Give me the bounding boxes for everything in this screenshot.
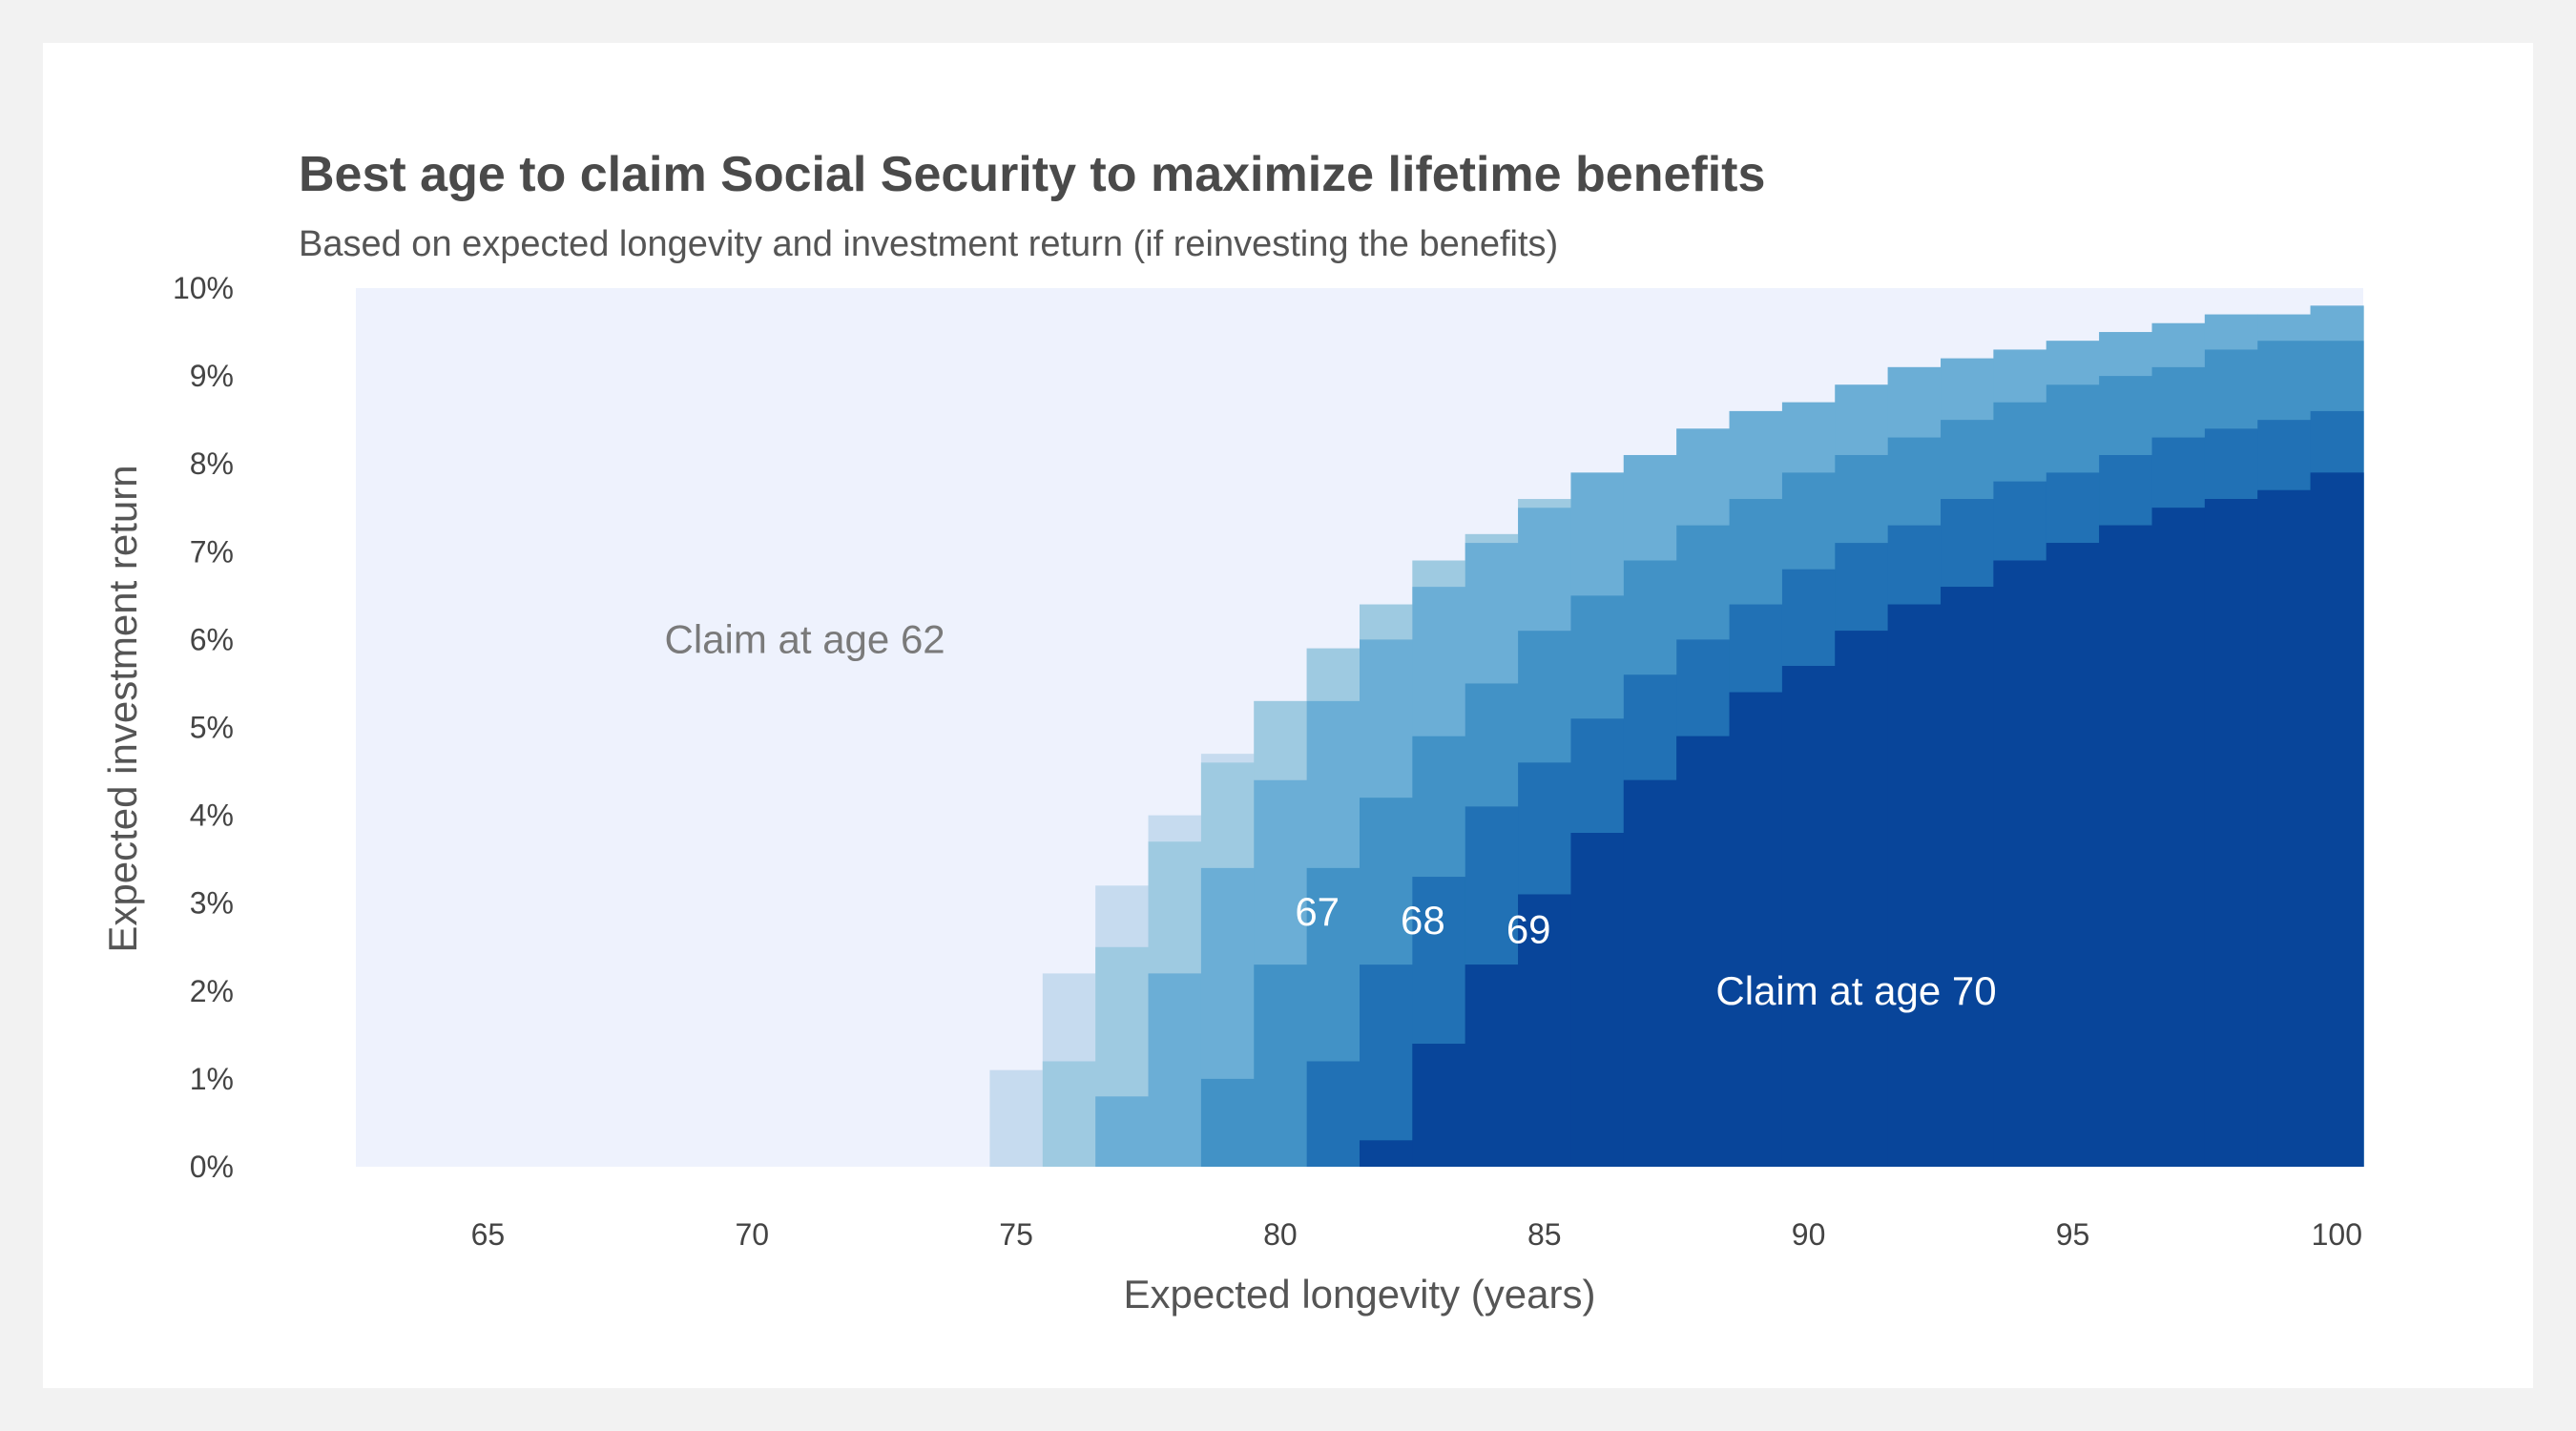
- region-label: Claim at age 62: [665, 616, 945, 661]
- region-label: 69: [1506, 906, 1551, 951]
- heatmap-cell: [1887, 604, 1942, 1167]
- y-tick-label: 3%: [190, 886, 234, 921]
- heatmap-cell: [1042, 1061, 1096, 1167]
- y-tick-label: 4%: [190, 798, 234, 833]
- y-tick-label: 2%: [190, 974, 234, 1008]
- heatmap-cell: [1465, 964, 1519, 1167]
- heatmap-cell: [1360, 964, 1413, 1167]
- heatmap-cell: [1148, 973, 1202, 1167]
- heatmap-cell: [2204, 499, 2258, 1167]
- region-label: 67: [1295, 889, 1340, 934]
- y-tick-label: 10%: [173, 271, 234, 305]
- y-tick-label: 6%: [190, 622, 234, 656]
- heatmap-chart: Claim at age 62 67 68 69 Claim at age 70 0% 1…: [100, 271, 2364, 1317]
- y-tick-label: 8%: [190, 446, 234, 481]
- heatmap-cell: [1254, 964, 1308, 1167]
- y-tick-label: 7%: [190, 534, 234, 569]
- heatmap-cell: [2099, 525, 2153, 1167]
- region-label: Claim at age 70: [1715, 968, 1996, 1013]
- y-tick-label: 1%: [190, 1062, 234, 1096]
- heatmap-cell: [1676, 736, 1731, 1167]
- x-tick-label: 100: [2312, 1217, 2362, 1252]
- region-annotations: Claim at age 62 67 68 69 Claim at age 70: [665, 616, 1997, 1012]
- chart-subtitle: Based on expected longevity and investme…: [299, 224, 1559, 264]
- heatmap-cell: [1095, 1096, 1150, 1167]
- heatmap-cell: [1993, 560, 2047, 1167]
- heatmap-cell: [1623, 779, 1677, 1167]
- y-tick-label: 0%: [190, 1150, 234, 1184]
- heatmap-cell: [1941, 587, 1995, 1167]
- x-axis-title: Expected longevity (years): [1124, 1272, 1596, 1317]
- region-label: 68: [1401, 898, 1445, 943]
- x-tick-label: 80: [1263, 1217, 1298, 1252]
- heatmap-cell: [1412, 1044, 1466, 1167]
- chart-title: Best age to claim Social Security to max…: [299, 147, 1766, 202]
- y-axis-title: Expected investment return: [100, 465, 145, 952]
- heatmap-cell: [1781, 666, 1836, 1167]
- heatmap-cell: [1518, 894, 1572, 1167]
- heatmap-cell: [2046, 543, 2100, 1167]
- y-tick-label: 5%: [190, 711, 234, 745]
- x-tick-label: 90: [1792, 1217, 1826, 1252]
- heatmap-cell: [1570, 833, 1625, 1167]
- y-tick-label: 9%: [190, 359, 234, 393]
- heatmap-cell: [1729, 692, 1783, 1167]
- heatmap-cell: [1200, 1078, 1255, 1167]
- x-axis-ticks: 65 70 75 80 85 90 95 100: [471, 1217, 2362, 1252]
- y-axis-ticks: 0% 1% 2% 3% 4% 5% 6% 7% 8% 9% 10%: [173, 271, 234, 1184]
- x-tick-label: 75: [999, 1217, 1033, 1252]
- x-tick-label: 85: [1527, 1217, 1562, 1252]
- heatmap-cell: [1306, 1061, 1361, 1167]
- heatmap-cell: [1835, 631, 1889, 1167]
- heatmap-cell: [2257, 489, 2312, 1167]
- heatmap-cell: [2151, 508, 2206, 1167]
- x-tick-label: 95: [2056, 1217, 2090, 1252]
- heatmap-cells: [356, 288, 2364, 1168]
- chart-card: Best age to claim Social Security to max…: [43, 43, 2533, 1388]
- heatmap-cell: [1360, 1140, 1413, 1167]
- x-tick-label: 70: [736, 1217, 770, 1252]
- x-tick-label: 65: [471, 1217, 506, 1252]
- heatmap-cell: [2310, 472, 2364, 1167]
- heatmap-cell: [989, 1069, 1044, 1167]
